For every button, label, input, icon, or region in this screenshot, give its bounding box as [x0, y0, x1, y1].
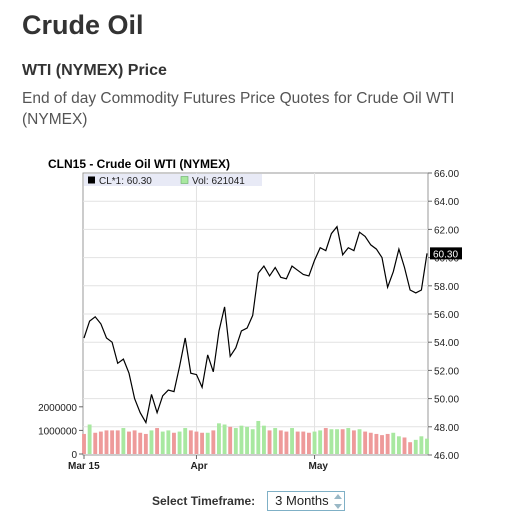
x-tick-label: Mar 15: [68, 461, 100, 472]
volume-bar: [110, 430, 115, 454]
volume-bar: [306, 432, 311, 454]
volume-bar: [267, 430, 272, 454]
volume-bar: [160, 431, 165, 454]
y-tick-label: 46.00: [434, 451, 459, 462]
volume-bar: [239, 425, 244, 454]
page-title: Crude Oil: [22, 10, 144, 40]
volume-bar: [166, 430, 171, 454]
volume-bar: [245, 426, 250, 454]
volume-bar: [295, 431, 300, 454]
volume-bar: [425, 438, 429, 454]
timeframe-label: Select Timeframe:: [152, 494, 256, 508]
select-stepper-icon[interactable]: [334, 494, 343, 509]
volume-bar: [200, 432, 205, 454]
y-tick-label: 64.00: [434, 197, 459, 208]
timeframe-control: Select Timeframe: 3 Months: [152, 490, 346, 512]
legend-swatch-price: [88, 176, 95, 184]
y-tick-label: 48.00: [434, 423, 459, 434]
volume-bar: [121, 428, 126, 454]
volume-bar: [143, 433, 148, 454]
volume-tick-label: 2000000: [38, 403, 77, 414]
last-price-marker: [430, 247, 462, 260]
volume-bar: [284, 431, 289, 454]
volume-bar: [183, 428, 188, 454]
volume-bar: [278, 430, 283, 454]
volume-bar: [138, 432, 143, 454]
price-chart-svg: CLN15 - Crude Oil WTI (NYMEX) 66.00 64.00 6…: [38, 157, 462, 472]
x-tick-label: Apr: [190, 461, 207, 472]
volume-bar: [357, 429, 362, 454]
volume-bar: [132, 430, 137, 454]
y-tick-label: 50.00: [434, 395, 459, 406]
volume-bar: [318, 430, 323, 454]
volume-bar: [323, 428, 328, 454]
volume-bar: [301, 431, 306, 454]
legend-label-price: CL*1: 60.30: [99, 176, 152, 187]
volume-bar: [115, 430, 120, 454]
timeframe-value: 3 Months: [275, 493, 329, 508]
volume-bar: [396, 436, 401, 454]
y-tick-label: 56.00: [434, 310, 459, 321]
volume-bar: [82, 433, 86, 454]
volume-bar: [273, 428, 278, 454]
volume-bar: [250, 429, 255, 454]
volume-bar: [335, 429, 339, 454]
volume-bar: [233, 428, 238, 454]
volume-bar: [385, 433, 390, 454]
legend-label-volume: Vol: 621041: [192, 176, 245, 187]
volume-bar: [155, 428, 160, 454]
volume-bar: [402, 437, 407, 454]
volume-bar: [351, 430, 356, 454]
chevron-down-icon[interactable]: [334, 504, 343, 509]
volume-bar: [256, 420, 261, 454]
volume-bar: [374, 433, 379, 454]
y-tick-label: 52.00: [434, 366, 459, 377]
volume-bar: [188, 430, 193, 454]
price-line: [83, 225, 428, 425]
volume-bar: [127, 431, 131, 454]
volume-bar: [261, 425, 266, 454]
volume-bar: [172, 432, 176, 454]
y-tick-label: 54.00: [434, 338, 459, 349]
volume-bar: [205, 432, 210, 454]
y-tick-label: 62.00: [434, 225, 459, 236]
page-description: End of day Commodity Futures Price Quote…: [22, 90, 455, 128]
volume-bar: [419, 436, 424, 454]
legend-swatch-volume: [180, 176, 189, 184]
volume-bar: [194, 431, 199, 454]
volume-bar: [290, 428, 294, 454]
chevron-up-icon[interactable]: [334, 494, 343, 499]
volume-bar: [149, 430, 154, 454]
x-tick-label: May: [309, 461, 329, 472]
volume-bar: [217, 423, 221, 454]
volume-bar: [104, 430, 109, 454]
volume-bar: [380, 435, 384, 454]
last-price-label: 60.30: [433, 249, 458, 260]
volume-bar: [211, 430, 216, 454]
volume-bar: [408, 442, 413, 454]
volume-bar: [222, 424, 227, 454]
volume-bar: [329, 429, 334, 454]
volume-bar: [228, 426, 233, 454]
volume-bar: [93, 432, 98, 454]
volume-bar: [177, 431, 182, 454]
volume-bar: [363, 431, 368, 454]
volume-bar: [368, 432, 373, 454]
volume-bar: [346, 428, 351, 454]
chart-title: CLN15 - Crude Oil WTI (NYMEX): [48, 157, 230, 171]
y-tick-label: 66.00: [434, 169, 459, 180]
volume-tick-label: 0: [71, 450, 77, 461]
price-chart: CLN15 - Crude Oil WTI (NYMEX) 66.00 64.00 6…: [0, 150, 511, 475]
volume-bar: [98, 431, 103, 454]
volume-bar: [391, 432, 396, 454]
page-subtitle: WTI (NYMEX) Price: [22, 62, 167, 79]
volume-bar: [87, 424, 92, 454]
y-tick-label: 58.00: [434, 282, 459, 293]
timeframe-select[interactable]: 3 Months: [267, 491, 346, 511]
volume-bar: [413, 439, 418, 454]
volume-tick-label: 1000000: [38, 426, 77, 437]
legend-background: [84, 174, 262, 186]
volume-bar: [312, 431, 317, 454]
volume-bar: [340, 429, 345, 454]
